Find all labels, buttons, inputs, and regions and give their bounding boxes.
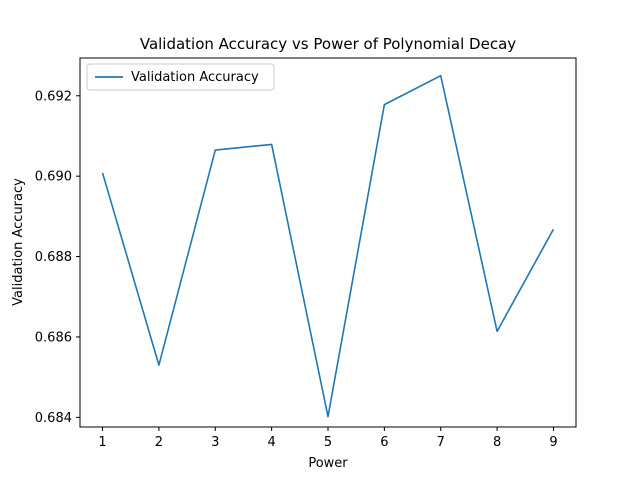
x-tick-label: 3 bbox=[211, 435, 219, 450]
legend-label: Validation Accuracy bbox=[131, 70, 259, 85]
x-tick-label: 9 bbox=[549, 435, 557, 450]
x-axis: 1 2 3 4 5 6 7 8 9 bbox=[98, 427, 558, 450]
x-axis-label: Power bbox=[308, 456, 348, 471]
x-tick-label: 1 bbox=[98, 435, 106, 450]
x-tick-label: 5 bbox=[324, 435, 332, 450]
y-tick-label: 0.692 bbox=[35, 89, 72, 104]
x-tick-label: 4 bbox=[267, 435, 275, 450]
x-tick-label: 2 bbox=[155, 435, 163, 450]
y-axis-label: Validation Accuracy bbox=[11, 178, 26, 306]
y-tick-label: 0.686 bbox=[35, 330, 72, 345]
x-tick-label: 6 bbox=[380, 435, 388, 450]
y-tick-label: 0.684 bbox=[35, 411, 72, 426]
chart-title: Validation Accuracy vs Power of Polynomi… bbox=[140, 35, 516, 53]
legend: Validation Accuracy bbox=[86, 63, 275, 91]
x-tick-label: 7 bbox=[437, 435, 445, 450]
y-tick-label: 0.690 bbox=[35, 170, 72, 185]
axes-frame bbox=[79, 57, 577, 428]
series-line-validation-accuracy bbox=[101, 74, 555, 418]
plot-area bbox=[101, 74, 555, 418]
y-axis: 0.684 0.686 0.688 0.690 0.692 bbox=[35, 89, 80, 426]
y-tick-label: 0.688 bbox=[35, 250, 72, 265]
legend-box bbox=[86, 63, 275, 91]
x-tick-label: 8 bbox=[493, 435, 501, 450]
